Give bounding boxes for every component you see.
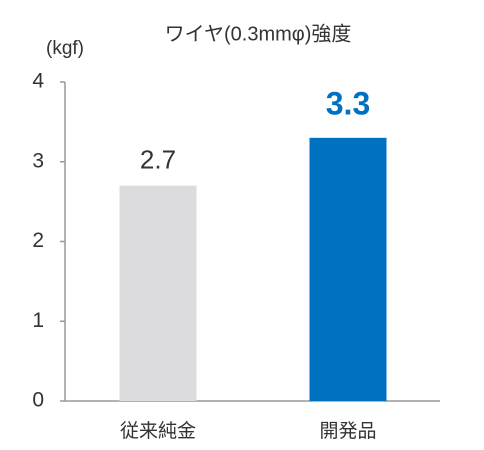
y-axis-label: (kgf) xyxy=(46,38,84,59)
y-tick-label: 2 xyxy=(32,229,44,252)
value-label: 3.3 xyxy=(326,85,370,121)
y-tick-label: 1 xyxy=(32,309,44,332)
x-tick-label: 従来純金 xyxy=(120,420,196,442)
chart-title: ワイヤ(0.3mmφ)強度 xyxy=(165,22,352,45)
y-tick-label: 3 xyxy=(32,149,44,172)
value-label: 2.7 xyxy=(140,145,176,175)
y-tick-label: 4 xyxy=(32,70,44,93)
bar xyxy=(119,185,197,401)
bar xyxy=(309,137,387,401)
y-tick-label: 0 xyxy=(32,389,44,412)
x-tick-label: 開発品 xyxy=(319,420,376,442)
